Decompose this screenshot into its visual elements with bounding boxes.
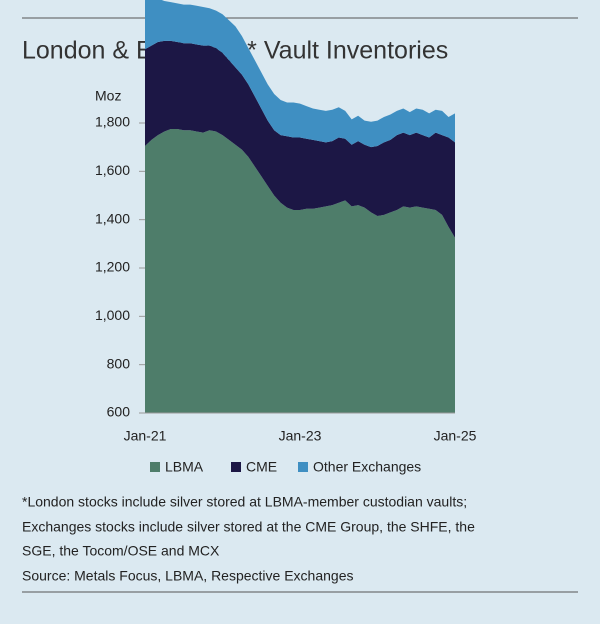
x-tick-label: Jan-21 xyxy=(124,428,167,444)
y-tick-label: 600 xyxy=(107,404,131,420)
legend-label: Other Exchanges xyxy=(313,459,421,475)
legend-swatch xyxy=(231,462,241,472)
x-tick-label: Jan-23 xyxy=(279,428,322,444)
footnote: *London stocks include silver stored at … xyxy=(22,494,467,510)
y-axis-label: Moz xyxy=(95,88,121,104)
y-tick-label: 800 xyxy=(107,355,131,371)
y-tick-label: 1,000 xyxy=(95,307,130,323)
source: Source: Metals Focus, LBMA, Respective E… xyxy=(22,568,353,584)
x-tick-label: Jan-25 xyxy=(434,428,477,444)
y-tick-label: 1,200 xyxy=(95,259,130,275)
y-tick-label: 1,600 xyxy=(95,162,130,178)
footnote: Exchanges stocks include silver stored a… xyxy=(22,519,475,535)
legend-label: CME xyxy=(246,459,277,475)
legend-swatch xyxy=(150,462,160,472)
y-tick-label: 1,400 xyxy=(95,210,130,226)
y-tick-label: 1,800 xyxy=(95,114,130,130)
legend-label: LBMA xyxy=(165,459,204,475)
area xyxy=(145,0,455,148)
legend-swatch xyxy=(298,462,308,472)
area xyxy=(145,129,455,414)
area xyxy=(145,40,455,238)
footnote: SGE, the Tocom/OSE and MCX xyxy=(22,543,220,559)
